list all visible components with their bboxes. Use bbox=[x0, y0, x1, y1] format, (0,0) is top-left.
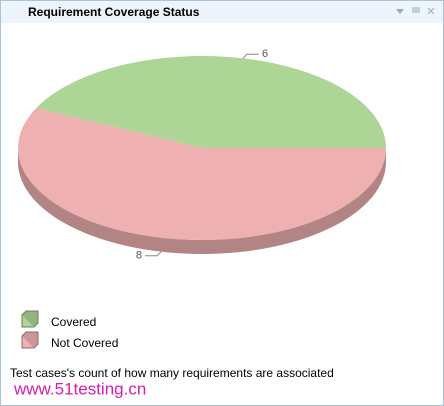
legend-swatch-top bbox=[21, 331, 39, 349]
collapse-icon[interactable] bbox=[396, 9, 404, 14]
legend-swatch-top bbox=[21, 310, 39, 328]
data-label: 6 bbox=[262, 48, 268, 60]
menu-icon[interactable] bbox=[412, 7, 420, 13]
label-leader bbox=[242, 53, 259, 59]
pie-slice bbox=[18, 108, 386, 240]
data-label: 8 bbox=[136, 250, 142, 262]
close-icon[interactable] bbox=[427, 7, 435, 15]
footer-text: Test cases's count of how many requireme… bbox=[10, 366, 334, 380]
legend-label: Not Covered bbox=[51, 336, 118, 350]
legend-label: Covered bbox=[51, 315, 96, 329]
watermark: www.51testing.cn bbox=[13, 379, 146, 398]
pie-slice bbox=[36, 55, 386, 148]
panel-header bbox=[1, 1, 443, 23]
label-leader bbox=[145, 251, 162, 257]
chart-title: Requirement Coverage Status bbox=[28, 5, 200, 19]
